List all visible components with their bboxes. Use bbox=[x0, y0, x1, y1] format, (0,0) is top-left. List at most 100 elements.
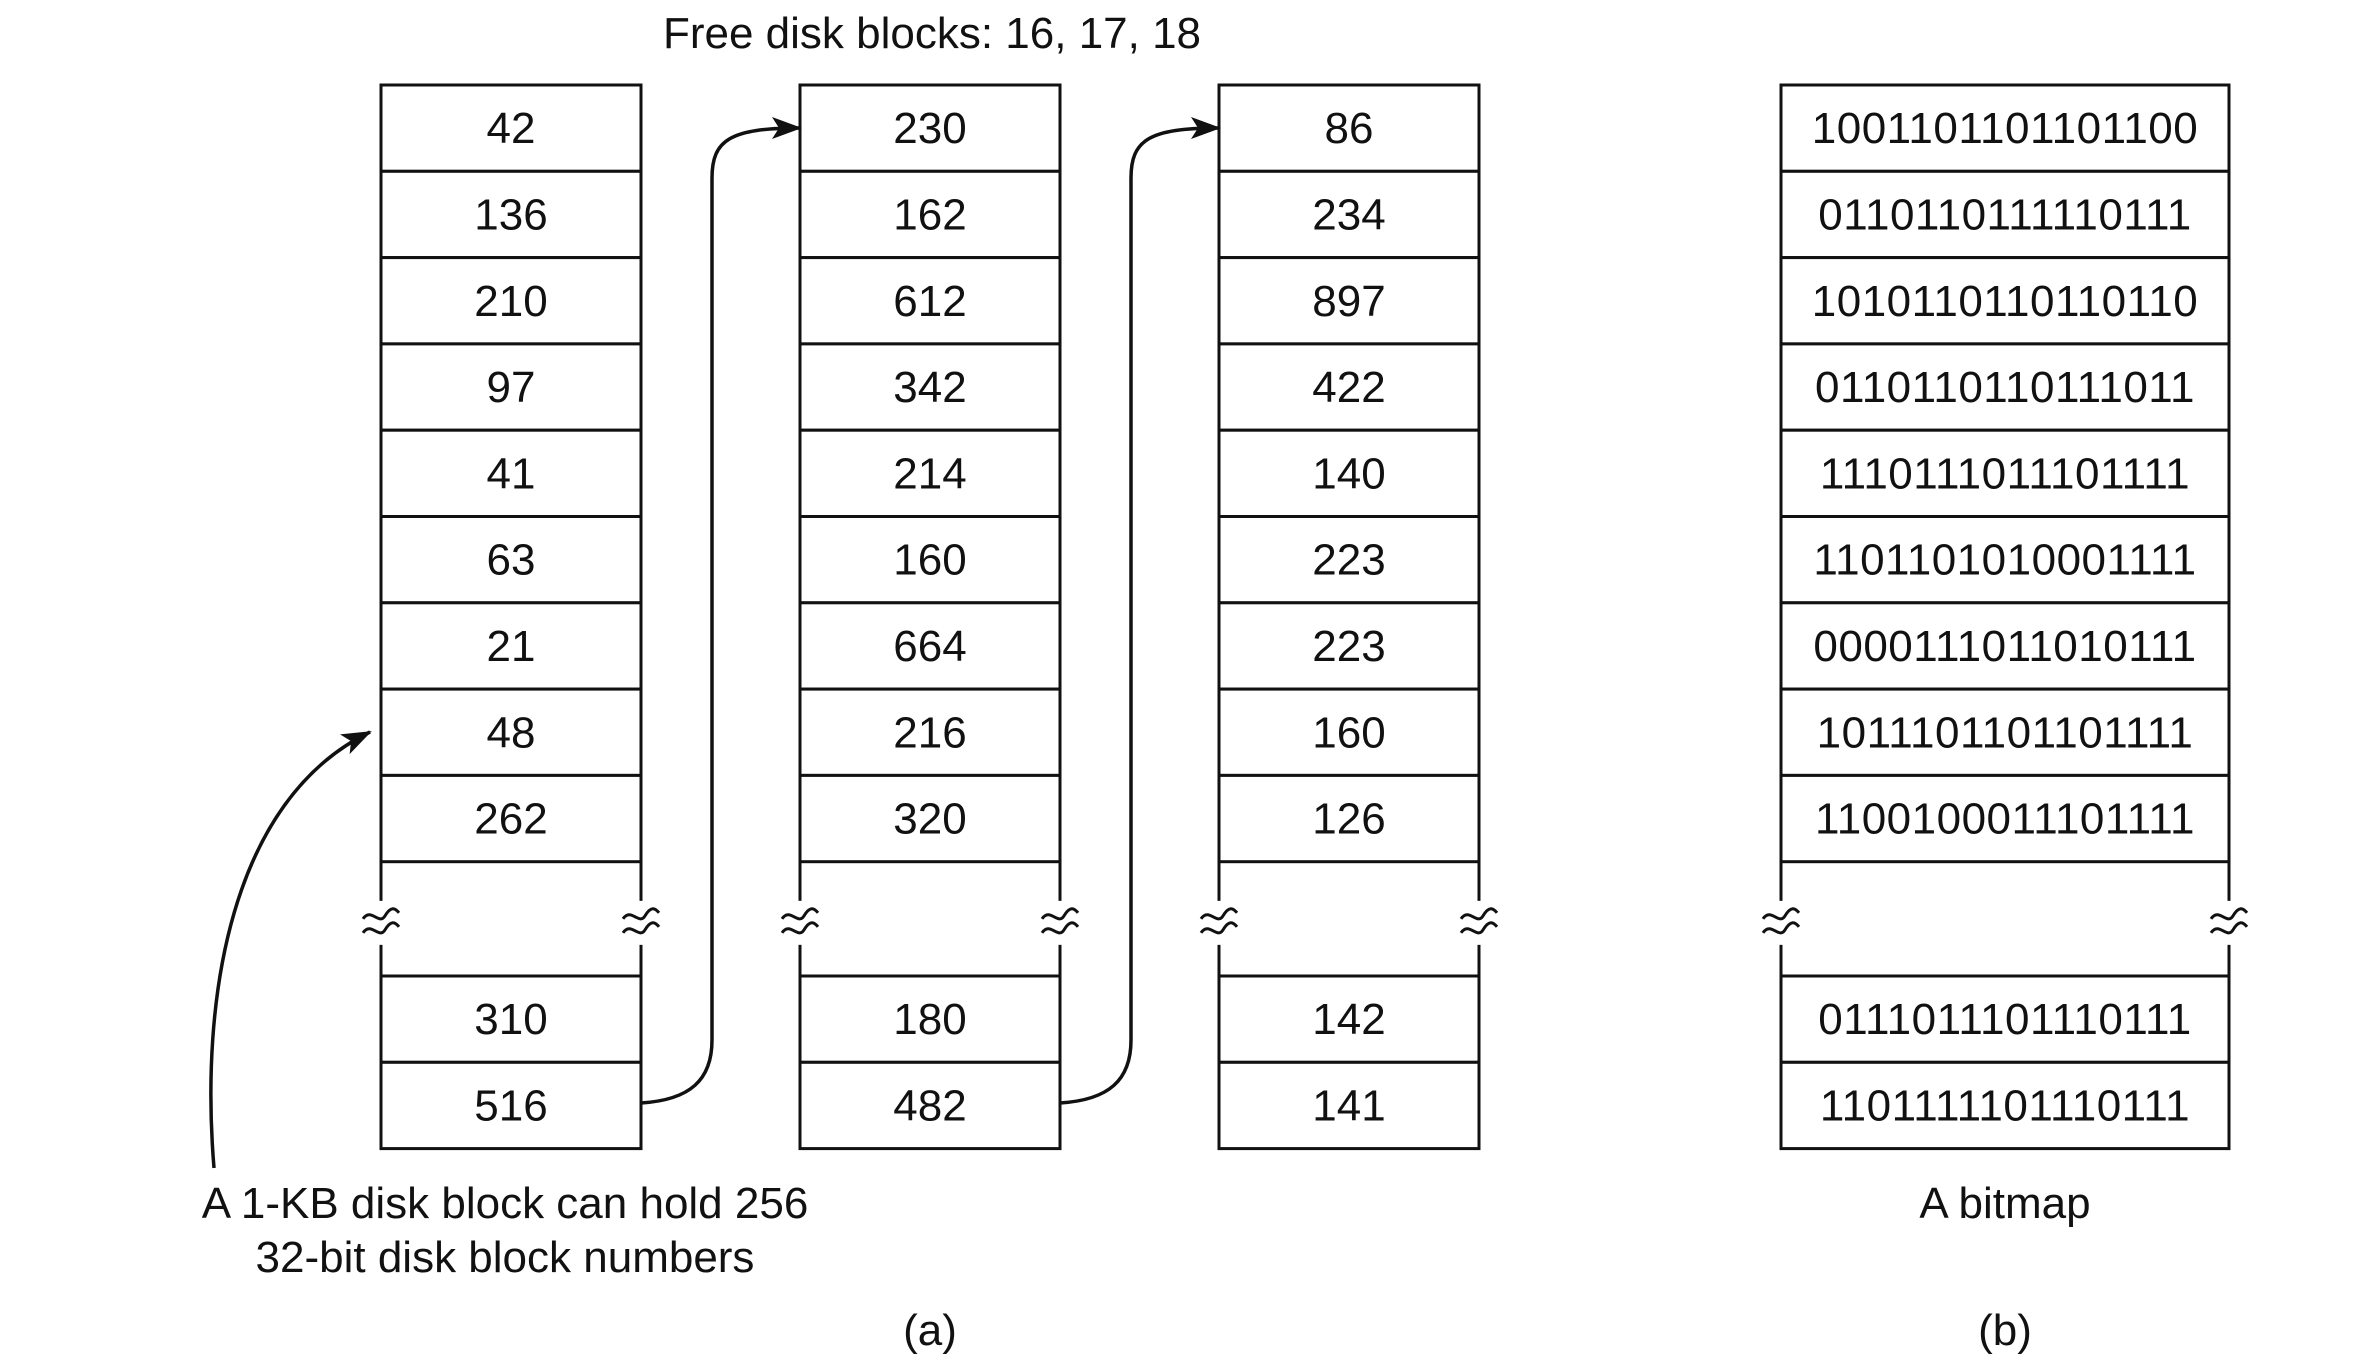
bitmap-cell bbox=[1779, 342, 2231, 432]
link-arrow-2-to-3 bbox=[1059, 117, 1221, 1105]
block-1-break-left-icon-1 bbox=[361, 907, 401, 921]
block-2-cell-value: 612 bbox=[893, 277, 966, 326]
block-1-cell bbox=[379, 687, 643, 777]
block-3-break-right-icon-2 bbox=[1459, 921, 1499, 935]
label-b: (b) bbox=[1978, 1306, 2032, 1355]
block-3-cell-value: 223 bbox=[1312, 622, 1385, 671]
block-1-break-right-icon-1 bbox=[621, 907, 661, 921]
bitmap-break-left-icon-2 bbox=[1761, 921, 1801, 935]
block-2-cell-value: 320 bbox=[893, 795, 966, 844]
bitmap-cell-value: 0000111011010111 bbox=[1813, 622, 2196, 671]
bitmap-cell-value: 1101101010001111 bbox=[1813, 536, 2196, 585]
block-2-break-right-icon-2 bbox=[1040, 921, 1080, 935]
block-2-cell-value: 214 bbox=[893, 449, 966, 498]
label-a: (a) bbox=[903, 1306, 957, 1355]
block-3-cell bbox=[1217, 601, 1481, 691]
bitmap-cell-value: 0110110111110111 bbox=[1818, 190, 2191, 239]
block-1-cell-value: 41 bbox=[487, 449, 536, 498]
block-3-cell-value: 422 bbox=[1312, 363, 1385, 412]
block-2-cell bbox=[798, 515, 1062, 605]
block-3-cell-value: 223 bbox=[1312, 536, 1385, 585]
block-3-break-left-icon-1 bbox=[1199, 907, 1239, 921]
block-1-cell bbox=[379, 1060, 643, 1151]
block-2-cell-value: 664 bbox=[893, 622, 966, 671]
annotation-arrow bbox=[209, 730, 372, 1169]
bitmap-cell bbox=[1779, 169, 2231, 260]
block-3-break-right-icon-1 bbox=[1459, 907, 1499, 921]
link-arrow-1-to-2 bbox=[640, 117, 802, 1105]
bitmap-cell-value: 1100100011101111 bbox=[1815, 795, 2195, 844]
block-3-cell bbox=[1217, 773, 1481, 864]
block-1-cell-value: 42 bbox=[487, 104, 536, 153]
bitmap-cell-value: 1001101101101100 bbox=[1812, 104, 2198, 153]
block-1-cell-value: 21 bbox=[487, 622, 536, 671]
bitmap-block: 1001101101101100 0110110111110111 10101101… bbox=[1761, 83, 2249, 1151]
block-3-cell bbox=[1217, 1060, 1481, 1151]
block-1-break-right-icon-2 bbox=[621, 921, 661, 935]
block-2-cell bbox=[798, 256, 1062, 346]
block-3-cell bbox=[1217, 83, 1481, 173]
block-1-cell-value: 310 bbox=[474, 995, 547, 1044]
block-2-cell bbox=[798, 601, 1062, 691]
bitmap-cell bbox=[1779, 428, 2231, 519]
block-3-cell-value: 140 bbox=[1312, 449, 1385, 498]
block-1-cell bbox=[379, 342, 643, 432]
block-3-cell-value: 897 bbox=[1312, 277, 1385, 326]
bitmap-break-right-icon-2 bbox=[2209, 921, 2249, 935]
block-2-cell bbox=[798, 773, 1062, 864]
bitmap-break-left-icon-1 bbox=[1761, 907, 1801, 921]
block-1-cell-value: 136 bbox=[474, 190, 547, 239]
bitmap-cell-value: 1101111101110111 bbox=[1820, 1081, 2190, 1130]
block-2-cell-value: 230 bbox=[893, 104, 966, 153]
block-1-cell bbox=[379, 773, 643, 864]
block-1-cell bbox=[379, 515, 643, 605]
block-3-cell-value: 142 bbox=[1312, 995, 1385, 1044]
block-1-cell-value: 210 bbox=[474, 277, 547, 326]
diagram-title: Free disk blocks: 16, 17, 18 bbox=[663, 9, 1201, 58]
block-3-cell bbox=[1217, 256, 1481, 346]
block-2-cell-value: 342 bbox=[893, 363, 966, 412]
bitmap-cell bbox=[1779, 256, 2231, 346]
block-3-cell-value: 126 bbox=[1312, 795, 1385, 844]
block-2-cell bbox=[798, 83, 1062, 173]
block-2-cell bbox=[798, 974, 1062, 1064]
block-2-cell bbox=[798, 687, 1062, 777]
free-list-block-2: 230 162 612 342 214 160 664 216 320 180 482 bbox=[780, 83, 1080, 1151]
block-2-cell bbox=[798, 342, 1062, 432]
block-2-cell-value: 162 bbox=[893, 190, 966, 239]
caption-a-line1: A 1-KB disk block can hold 256 bbox=[202, 1179, 809, 1228]
block-2-cell-value: 216 bbox=[893, 708, 966, 757]
block-2-break-left-icon-1 bbox=[780, 907, 820, 921]
free-list-block-3: 86 234 897 422 140 223 223 160 126 142 141 bbox=[1199, 83, 1499, 1151]
block-3-cell-value: 234 bbox=[1312, 190, 1385, 239]
block-3-break-left-icon-2 bbox=[1199, 921, 1239, 935]
block-2-cell-value: 180 bbox=[893, 995, 966, 1044]
block-1-cell-value: 262 bbox=[474, 795, 547, 844]
bitmap-cell bbox=[1779, 773, 2231, 864]
block-3-cell bbox=[1217, 974, 1481, 1064]
bitmap-cell bbox=[1779, 974, 2231, 1064]
bitmap-cell bbox=[1779, 687, 2231, 777]
block-2-cell-value: 482 bbox=[893, 1081, 966, 1130]
block-1-cell bbox=[379, 974, 643, 1064]
block-3-cell-value: 86 bbox=[1325, 104, 1374, 153]
block-2-cell-value: 160 bbox=[893, 536, 966, 585]
caption-bitmap: A bitmap bbox=[1919, 1179, 2090, 1228]
bitmap-cell-value: 0111011101110111 bbox=[1818, 995, 2191, 1044]
block-1-break-left-icon-2 bbox=[361, 921, 401, 935]
block-1-cell-value: 97 bbox=[487, 363, 536, 412]
bitmap-cell-value: 1010110110110110 bbox=[1812, 277, 2198, 326]
bitmap-cell bbox=[1779, 83, 2231, 173]
block-2-break-left-icon-2 bbox=[780, 921, 820, 935]
block-3-cell-value: 160 bbox=[1312, 708, 1385, 757]
block-1-cell bbox=[379, 83, 643, 173]
block-1-cell-value: 63 bbox=[487, 536, 536, 585]
block-2-break-right-icon-1 bbox=[1040, 907, 1080, 921]
block-1-cell-value: 516 bbox=[474, 1081, 547, 1130]
bitmap-cell bbox=[1779, 601, 2231, 691]
free-list-block-1: 42 136 210 97 41 63 21 48 262 310 516 bbox=[361, 83, 661, 1151]
bitmap-cell-value: 0110110110111011 bbox=[1815, 363, 2195, 412]
bitmap-cell-value: 1011101101101111 bbox=[1817, 708, 2194, 757]
caption-a-line2: 32-bit disk block numbers bbox=[256, 1233, 755, 1282]
